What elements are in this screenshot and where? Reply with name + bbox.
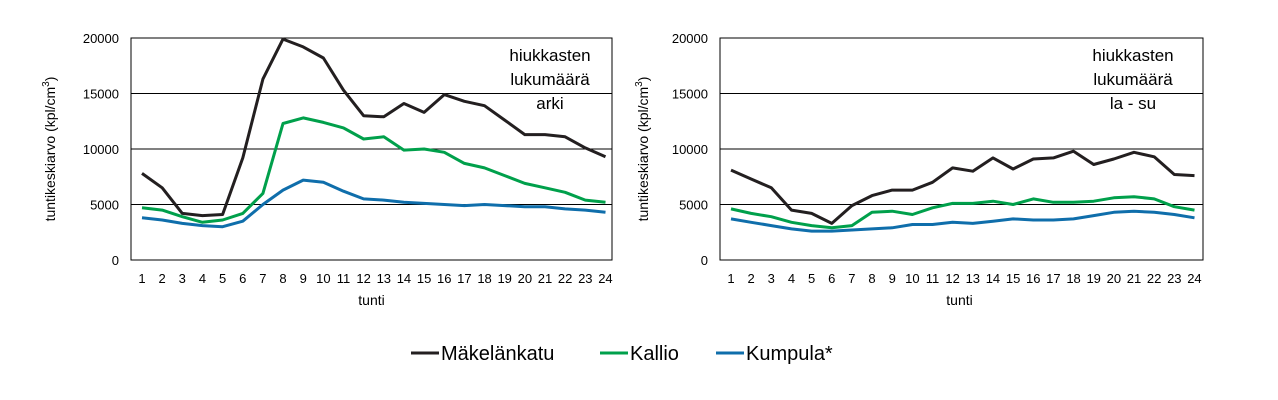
y-axis-title-close: ) — [635, 77, 651, 82]
y-tick-label: 10000 — [83, 142, 119, 157]
x-tick-label: 4 — [199, 271, 206, 286]
x-tick-label: 15 — [1006, 271, 1020, 286]
x-tick-label: 12 — [356, 271, 370, 286]
x-tick-label: 8 — [868, 271, 875, 286]
x-tick-label: 1 — [138, 271, 145, 286]
y-axis-title-main: tuntikeskiarvo (kpl/cm — [635, 87, 651, 222]
legend-label: Kumpula* — [746, 343, 833, 365]
x-tick-label: 18 — [477, 271, 491, 286]
x-tick-label: 17 — [457, 271, 471, 286]
series-line-mäkelänkatu — [141, 37, 607, 218]
x-tick-label: 16 — [1026, 271, 1040, 286]
x-tick-label: 8 — [279, 271, 286, 286]
x-tick-label: 11 — [926, 271, 940, 286]
x-tick-label: 5 — [808, 271, 815, 286]
y-tick-label: 20000 — [672, 31, 708, 46]
y-tick-label: 15000 — [83, 87, 119, 102]
x-tick-label: 23 — [1167, 271, 1181, 286]
annotation-line: hiukkasten — [1092, 46, 1173, 65]
x-axis-title: tunti — [358, 292, 384, 308]
plot-area — [130, 37, 613, 261]
x-tick-label: 11 — [337, 271, 351, 286]
series-line-kumpula — [141, 178, 606, 229]
x-tick-label: 10 — [905, 271, 919, 286]
x-tick-label: 20 — [1107, 271, 1121, 286]
legend-label: Kallio — [630, 343, 679, 365]
y-tick-label: 15000 — [672, 87, 708, 102]
x-tick-label: 9 — [889, 271, 896, 286]
y-axis-title-close: ) — [42, 77, 58, 82]
x-tick-label: 4 — [788, 271, 795, 286]
x-tick-label: 14 — [397, 271, 411, 286]
y-tick-label: 5000 — [90, 198, 119, 213]
series-line-kumpula — [730, 209, 1195, 233]
x-tick-label: 24 — [598, 271, 612, 286]
x-tick-label: 14 — [986, 271, 1000, 286]
series-line-kallio — [730, 195, 1195, 230]
x-tick-label: 18 — [1066, 271, 1080, 286]
x-tick-label: 13 — [377, 271, 391, 286]
x-tick-label: 3 — [179, 271, 186, 286]
y-tick-label: 5000 — [679, 198, 708, 213]
x-axis-title: tunti — [946, 292, 972, 308]
x-tick-label: 12 — [945, 271, 959, 286]
x-tick-label: 15 — [417, 271, 431, 286]
x-tick-label: 7 — [848, 271, 855, 286]
x-tick-label: 16 — [437, 271, 451, 286]
annotation-line: lukumäärä — [1093, 70, 1173, 89]
x-tick-label: 6 — [828, 271, 835, 286]
x-tick-label: 23 — [578, 271, 592, 286]
x-tick-label: 24 — [1187, 271, 1201, 286]
y-tick-label: 10000 — [672, 142, 708, 157]
x-tick-label: 19 — [497, 271, 511, 286]
x-tick-label: 22 — [1147, 271, 1161, 286]
x-tick-label: 6 — [239, 271, 246, 286]
legend-label: Mäkelänkatu — [441, 343, 554, 365]
x-tick-label: 9 — [300, 271, 307, 286]
x-tick-label: 2 — [748, 271, 755, 286]
annotation-line: la - su — [1110, 94, 1156, 113]
x-tick-label: 7 — [259, 271, 266, 286]
y-axis-title: tuntikeskiarvo (kpl/cm3) — [634, 77, 651, 222]
y-tick-label: 0 — [112, 253, 119, 268]
y-tick-label: 0 — [701, 253, 708, 268]
plot-area — [719, 37, 1204, 261]
x-tick-label: 21 — [538, 271, 552, 286]
y-axis-title-superscript: 3 — [634, 81, 645, 87]
series-line-mäkelänkatu — [730, 149, 1195, 225]
x-tick-label: 3 — [768, 271, 775, 286]
y-tick-label: 20000 — [83, 31, 119, 46]
x-tick-label: 1 — [727, 271, 734, 286]
legend: Mäkelänkatu Kallio Kumpula* — [411, 343, 833, 365]
x-tick-label: 2 — [159, 271, 166, 286]
y-axis-title-main: tuntikeskiarvo (kpl/cm — [42, 87, 58, 222]
series-line-kallio — [141, 116, 606, 224]
annotation-line: hiukkasten — [509, 46, 590, 65]
x-tick-label: 10 — [316, 271, 330, 286]
x-tick-label: 22 — [558, 271, 572, 286]
x-tick-label: 21 — [1127, 271, 1141, 286]
x-tick-label: 13 — [966, 271, 980, 286]
x-tick-label: 5 — [219, 271, 226, 286]
x-tick-label: 20 — [518, 271, 532, 286]
annotation-line: arki — [536, 94, 563, 113]
x-tick-label: 19 — [1086, 271, 1100, 286]
y-axis-title-superscript: 3 — [41, 81, 52, 87]
x-tick-label: 17 — [1046, 271, 1060, 286]
annotation-line: lukumäärä — [510, 70, 590, 89]
y-axis-title: tuntikeskiarvo (kpl/cm3) — [41, 77, 58, 222]
